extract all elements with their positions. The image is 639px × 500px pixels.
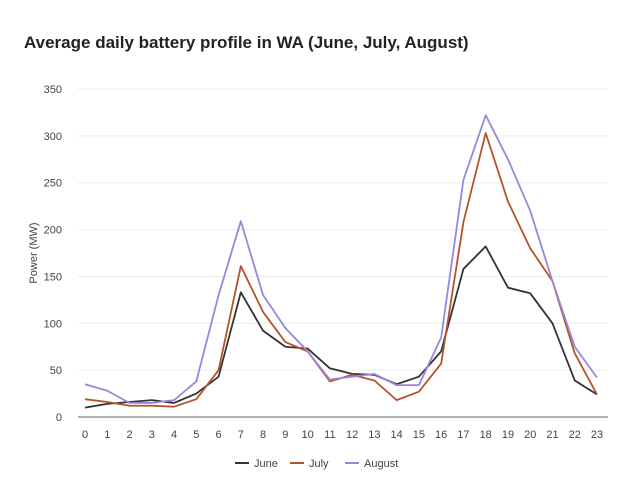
legend-label-july: July xyxy=(309,458,329,470)
x-tick-label: 19 xyxy=(502,429,514,441)
x-tick-label: 6 xyxy=(216,429,222,441)
x-tick-label: 18 xyxy=(480,429,492,441)
y-tick-label: 0 xyxy=(56,412,62,424)
series-line-august xyxy=(84,114,598,404)
x-tick-label: 12 xyxy=(346,429,358,441)
x-tick-label: 1 xyxy=(104,429,110,441)
x-tick-label: 17 xyxy=(457,429,469,441)
y-tick-label: 150 xyxy=(44,271,62,283)
x-tick-label: 5 xyxy=(193,429,199,441)
legend-label-june: June xyxy=(254,458,278,470)
series-line-july xyxy=(84,132,598,408)
x-tick-label: 0 xyxy=(82,429,88,441)
y-tick-label: 50 xyxy=(50,365,62,377)
x-tick-label: 13 xyxy=(368,429,380,441)
y-tick-label: 100 xyxy=(44,318,62,330)
x-tick-label: 8 xyxy=(260,429,266,441)
x-tick-label: 20 xyxy=(524,429,536,441)
x-tick-label: 21 xyxy=(546,429,558,441)
x-tick-label: 11 xyxy=(324,429,335,441)
chart-title: Average daily battery profile in WA (Jun… xyxy=(24,33,469,52)
x-tick-label: 2 xyxy=(126,429,132,441)
y-tick-label: 300 xyxy=(44,131,62,143)
x-tick-label: 4 xyxy=(171,429,177,441)
x-tick-label: 14 xyxy=(391,429,403,441)
legend-label-august: August xyxy=(364,458,398,470)
x-tick-label: 22 xyxy=(569,429,581,441)
y-axis-label: Power (MW) xyxy=(28,222,40,283)
x-tick-label: 7 xyxy=(238,429,244,441)
x-tick-label: 16 xyxy=(435,429,447,441)
x-tick-label: 23 xyxy=(591,429,603,441)
x-tick-label: 3 xyxy=(149,429,155,441)
y-tick-label: 350 xyxy=(44,84,62,96)
y-tick-label: 200 xyxy=(44,225,62,237)
series-line-june xyxy=(84,245,598,409)
x-tick-label: 10 xyxy=(301,429,313,441)
x-tick-label: 9 xyxy=(282,429,288,441)
x-tick-label: 15 xyxy=(413,429,425,441)
y-tick-label: 250 xyxy=(44,178,62,190)
